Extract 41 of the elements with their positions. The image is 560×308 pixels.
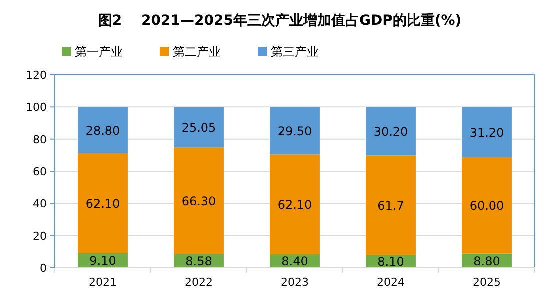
bar [78, 107, 128, 154]
data-label: 8.80 [474, 254, 500, 268]
y-tick-label: 40 [33, 198, 47, 211]
y-tick-label: 120 [26, 69, 47, 82]
x-tick-label: 2021 [89, 276, 117, 289]
data-label: 8.10 [378, 254, 404, 269]
chart-title: 图2 2021—2025年三次产业增加值占GDP的比重(%) [98, 12, 462, 29]
data-label: 29.50 [278, 124, 312, 138]
y-tick-label: 100 [26, 101, 47, 114]
bar [270, 154, 320, 254]
bar [366, 107, 416, 156]
y-tick-label: 20 [33, 230, 47, 243]
y-tick-label: 80 [33, 133, 47, 146]
data-label: 61.7 [378, 198, 404, 213]
bar [78, 153, 128, 254]
x-tick-label: 2022 [185, 276, 213, 289]
bar [174, 107, 224, 148]
data-label: 31.20 [470, 126, 504, 140]
bar [462, 107, 512, 158]
legend-label: 第三产业 [271, 45, 319, 59]
bar [174, 148, 224, 254]
x-tick-label: 2025 [473, 276, 501, 289]
y-tick-label: 0 [40, 262, 47, 275]
data-label: 30.20 [374, 124, 408, 139]
bar [270, 107, 320, 155]
y-tick-label: 60 [33, 166, 47, 178]
data-label: 62.10 [278, 198, 312, 212]
legend-label: 第一产业 [75, 45, 123, 59]
x-tick-label: 2023 [281, 276, 309, 289]
data-label: 25.05 [182, 120, 216, 135]
data-label: 9.10 [90, 254, 116, 268]
data-label: 66.30 [182, 194, 216, 208]
data-label: 60.00 [470, 199, 504, 214]
bar [462, 157, 512, 254]
data-label: 8.58 [186, 254, 212, 269]
legend-label: 第二产业 [173, 45, 221, 59]
x-tick-label: 2024 [377, 276, 405, 289]
data-label: 8.40 [282, 254, 308, 269]
data-label: 62.10 [86, 196, 120, 211]
data-label: 28.80 [86, 124, 120, 138]
bar [366, 156, 416, 255]
